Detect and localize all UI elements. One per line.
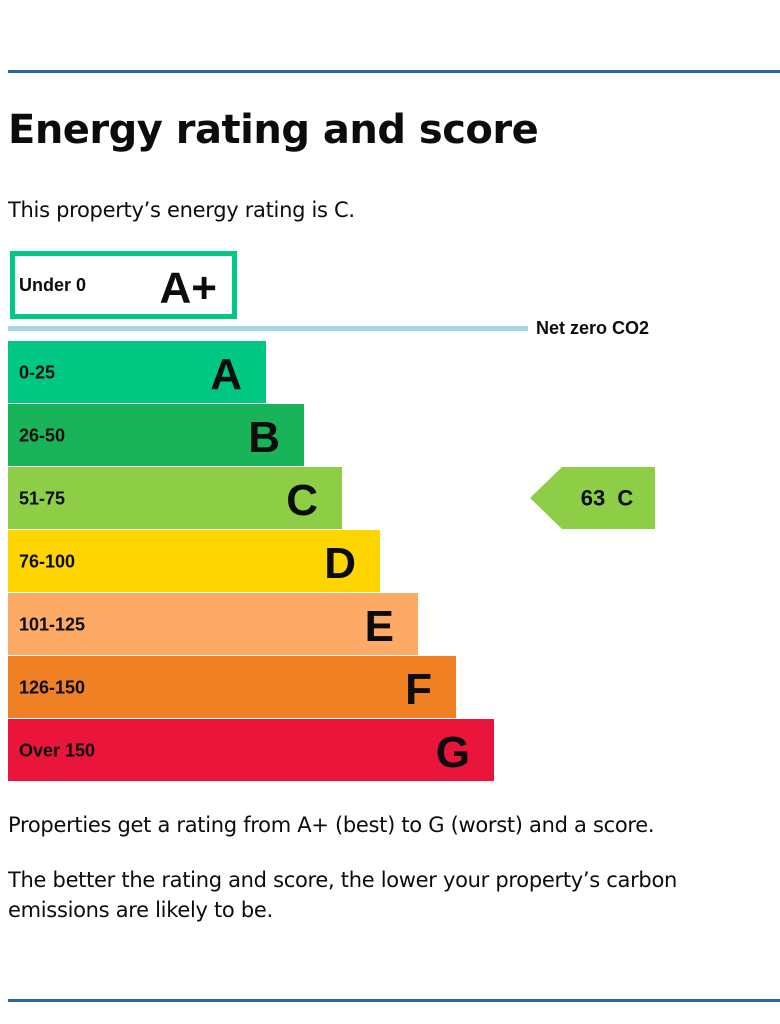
band-a-plus-bar — [10, 251, 237, 319]
band-f-bar — [8, 656, 456, 718]
band-a-bar — [8, 341, 266, 403]
current-rating-arrow — [530, 467, 655, 529]
rating-note: The better the rating and score, the low… — [8, 868, 678, 922]
page-title: Energy rating and score — [8, 107, 539, 153]
band-d-letter: D — [324, 539, 356, 588]
band-a-range: 0-25 — [19, 363, 55, 383]
band-f-letter: F — [405, 665, 432, 714]
band-c-bar — [8, 467, 342, 529]
band-a-letter: A — [210, 350, 242, 399]
band-b-letter: B — [248, 413, 280, 462]
band-g-letter: G — [436, 728, 470, 777]
energy-rating-chart: Under 0 A+ 0-25 A 26-50 B 51-75 C 76-100 D 101-125… — [8, 251, 655, 781]
top-divider — [8, 70, 780, 73]
rating-intro: This property’s energy rating is C. — [8, 198, 355, 222]
net-zero-label: Net zero CO2 — [536, 318, 649, 338]
net-zero-line — [8, 326, 528, 331]
band-c-range: 51-75 — [19, 489, 65, 509]
band-g-bar — [8, 719, 494, 781]
band-g-range: Over 150 — [19, 741, 95, 761]
band-e-range: 101-125 — [19, 615, 85, 635]
rating-explanation: Properties get a rating from A+ (best) t… — [8, 813, 655, 837]
band-a-plus-letter: A+ — [160, 264, 217, 313]
band-e-bar — [8, 593, 418, 655]
band-b-bar — [8, 404, 304, 466]
band-e-letter: E — [365, 602, 394, 651]
current-rating-label: 63 C — [581, 486, 634, 511]
band-d-bar — [8, 530, 380, 592]
band-c-letter: C — [286, 476, 318, 525]
band-f-range: 126-150 — [19, 678, 85, 698]
band-d-range: 76-100 — [19, 552, 75, 572]
bottom-divider — [8, 999, 780, 1002]
band-a-plus-range: Under 0 — [19, 275, 86, 295]
band-b-range: 26-50 — [19, 426, 65, 446]
